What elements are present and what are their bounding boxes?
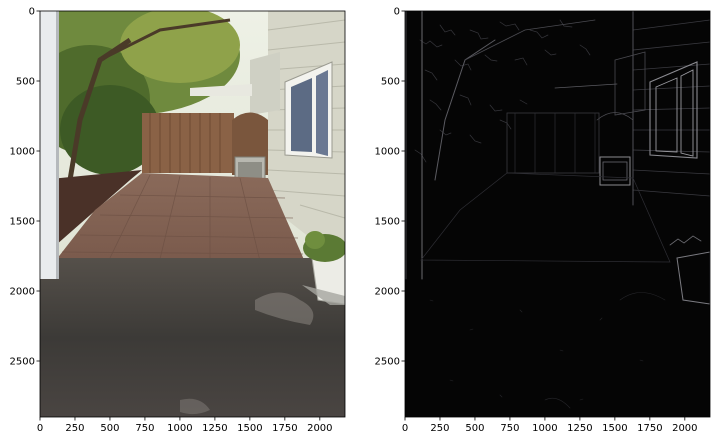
right-y-tick-label: 1000 <box>375 147 400 158</box>
left-x-tick-label: 1750 <box>272 423 297 434</box>
right-x-tick-label: 500 <box>465 423 484 434</box>
left-x-tick-label: 1000 <box>167 423 192 434</box>
right-y-tick-label: 500 <box>381 77 400 88</box>
left-y-tick-label: 1000 <box>10 147 35 158</box>
left-y-tick-label: 1500 <box>10 217 35 228</box>
right-x-tick-label: 1500 <box>602 423 627 434</box>
right-y-tick-label: 2500 <box>375 357 400 368</box>
left-x-tick-label: 0 <box>37 423 43 434</box>
left-axes-frame <box>39 10 346 418</box>
left-y-tick-label: 0 <box>29 7 35 18</box>
left-y-tick-label: 2500 <box>10 357 35 368</box>
left-x-tick-label: 1250 <box>202 423 227 434</box>
left-x-tick-label: 1500 <box>237 423 262 434</box>
left-x-tick-label: 250 <box>65 423 84 434</box>
right-axes-frame <box>404 10 711 418</box>
right-x-tick-label: 1750 <box>637 423 662 434</box>
left-x-tick-label: 750 <box>135 423 154 434</box>
left-y-tick-label: 500 <box>16 77 35 88</box>
left-y-tick-label: 2000 <box>10 287 35 298</box>
right-x-tick-label: 1250 <box>567 423 592 434</box>
left-x-tick-label: 2000 <box>307 423 332 434</box>
left-x-tick-label: 500 <box>100 423 119 434</box>
right-y-tick-label: 0 <box>394 7 400 18</box>
right-x-tick-label: 750 <box>500 423 519 434</box>
right-x-tick-label: 1000 <box>532 423 557 434</box>
right-y-tick-label: 2000 <box>375 287 400 298</box>
right-x-tick-label: 2000 <box>672 423 697 434</box>
right-x-tick-label: 250 <box>430 423 449 434</box>
right-y-tick-label: 1500 <box>375 217 400 228</box>
axes-layer: 0 250 500 750 1000 1250 1500 1750 2000 0 500 1000 15… <box>10 7 711 434</box>
photo-panel <box>40 11 345 417</box>
edge-panel <box>405 11 710 417</box>
right-x-tick-label: 0 <box>402 423 408 434</box>
